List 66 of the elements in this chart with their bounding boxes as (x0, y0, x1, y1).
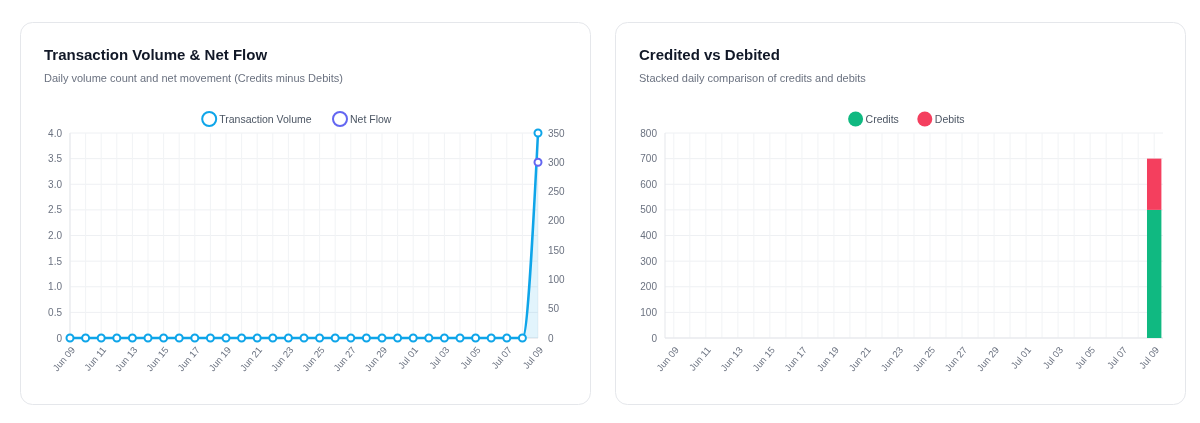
y2-tick-label: 200 (548, 215, 566, 227)
chart-title: Credited vs Debited (639, 46, 780, 63)
y2-tick-label: 300 (548, 156, 566, 168)
y-tick-label: 2.5 (48, 204, 63, 216)
chart-subtitle: Stacked daily comparison of credits and debits (639, 72, 867, 84)
y-tick-label: 2.0 (48, 230, 63, 241)
y-tick-label: 1.0 (48, 281, 63, 293)
x-tick-label: Jul 09 (1136, 344, 1162, 371)
x-tick-label: Jun 29 (974, 344, 1002, 374)
legend-label: Credits (865, 113, 899, 125)
x-tick-label: Jun 09 (50, 344, 78, 374)
y-tick-label: 600 (640, 178, 658, 190)
x-tick-label: Jun 11 (686, 344, 713, 373)
y-tick-label: 0 (56, 332, 63, 344)
x-tick-label: Jul 05 (1072, 344, 1098, 371)
x-tick-label: Jun 17 (175, 344, 202, 374)
y-tick-label: 700 (640, 153, 658, 165)
x-tick-label: Jun 29 (362, 344, 390, 374)
y-tick-label: 800 (640, 127, 658, 139)
x-tick-label: Jun 19 (814, 344, 842, 374)
y-tick-label: 200 (640, 281, 658, 293)
x-tick-label: Jun 21 (237, 344, 265, 374)
y2-tick-label: 0 (548, 332, 554, 344)
x-tick-label: Jul 03 (1040, 344, 1066, 371)
x-tick-label: Jun 09 (654, 344, 681, 374)
x-tick-label: Jul 01 (395, 344, 421, 371)
legend-label: Debits (934, 113, 965, 125)
x-tick-label: Jun 23 (878, 344, 906, 374)
legend-label: Transaction Volume (219, 113, 312, 125)
y-tick-label: 400 (640, 230, 658, 241)
x-tick-label: Jun 11 (81, 344, 109, 373)
x-tick-label: Jun 13 (112, 344, 140, 374)
y2-tick-label: 100 (548, 273, 566, 285)
x-tick-label: Jun 19 (206, 344, 234, 374)
x-tick-label: Jun 25 (910, 344, 938, 374)
y2-tick-label: 250 (548, 186, 566, 198)
x-tick-label: Jun 15 (143, 344, 171, 374)
x-tick-label: Jun 17 (782, 344, 809, 374)
y-tick-label: 3.0 (48, 178, 63, 190)
x-tick-label: Jun 27 (331, 344, 358, 374)
y-tick-label: 1.5 (48, 255, 63, 267)
x-tick-label: Jun 21 (846, 344, 874, 374)
x-tick-label: Jun 25 (299, 344, 327, 374)
x-tick-label: Jul 03 (426, 344, 452, 371)
y-tick-label: 0.5 (48, 306, 63, 318)
chart-title: Transaction Volume & Net Flow (44, 46, 268, 63)
x-tick-label: Jul 07 (489, 344, 514, 371)
y-tick-label: 3.5 (48, 153, 63, 165)
y2-tick-label: 150 (548, 244, 566, 256)
x-tick-label: Jul 07 (1104, 344, 1130, 371)
x-tick-label: Jul 09 (520, 344, 546, 371)
y2-tick-label: 50 (548, 303, 560, 315)
y-tick-label: 0 (651, 332, 658, 344)
x-tick-label: Jun 23 (268, 344, 296, 374)
y2-tick-label: 350 (548, 127, 566, 139)
y-tick-label: 300 (640, 255, 658, 267)
y-tick-label: 500 (640, 204, 658, 216)
y-tick-label: 4.0 (48, 127, 63, 139)
legend-label: Net Flow (350, 113, 392, 125)
x-tick-label: Jul 01 (1008, 344, 1034, 371)
chart-subtitle: Daily volume count and net movement (Credits minus Debits) (44, 72, 343, 84)
x-tick-label: Jun 15 (750, 344, 777, 374)
x-tick-label: Jun 13 (718, 344, 745, 374)
y-tick-label: 100 (640, 306, 658, 318)
x-tick-label: Jul 05 (457, 344, 483, 371)
x-tick-label: Jun 27 (942, 344, 970, 374)
